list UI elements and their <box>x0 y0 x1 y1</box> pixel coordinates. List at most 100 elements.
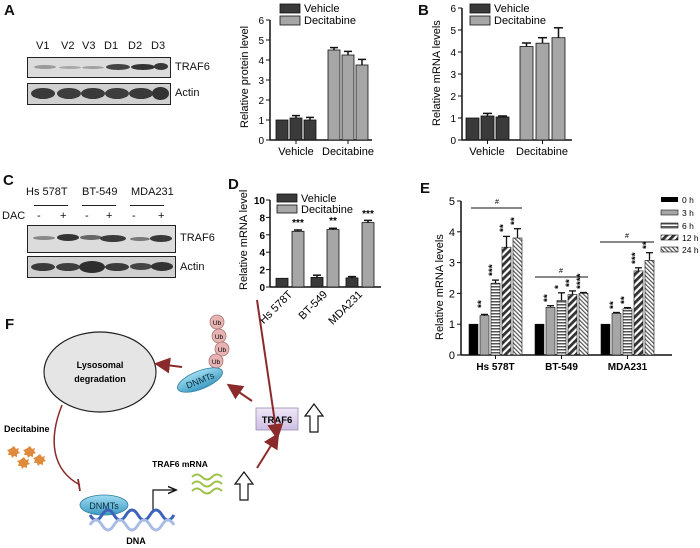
cell-line-label: BT-549 <box>82 186 118 198</box>
group-underline <box>82 205 116 206</box>
svg-text:8: 8 <box>259 213 265 224</box>
lane-label: V2 <box>61 40 75 52</box>
decitabine-molecules <box>7 446 46 469</box>
svg-text:TRAF6 mRNA: TRAF6 mRNA <box>152 459 208 469</box>
svg-text:12 h: 12 h <box>682 233 699 243</box>
panel-label-d: D <box>228 176 239 193</box>
svg-text:**: ** <box>609 301 620 309</box>
svg-text:**: ** <box>510 217 521 225</box>
svg-text:3 h: 3 h <box>682 208 694 218</box>
chart-d-relative-mrna: Vehicle Decitabine 0 2 4 6 8 10 Relative… <box>238 190 381 325</box>
dnmts-ubiquitinated: DNMTs <box>177 367 223 393</box>
svg-text:**: ** <box>499 224 510 232</box>
ubiquitin-chain: Ub Ub Ub Ub <box>208 314 230 369</box>
svg-text:3: 3 <box>449 258 455 270</box>
treatment-sign: - <box>132 210 136 222</box>
panel-label-f: F <box>5 316 15 333</box>
svg-text:Ub: Ub <box>218 347 227 354</box>
dna-helix-icon <box>88 508 176 532</box>
svg-text:**: ** <box>620 296 631 304</box>
svg-text:4: 4 <box>449 227 455 239</box>
svg-text:4: 4 <box>259 248 265 259</box>
lane-label: D1 <box>104 40 119 52</box>
svg-text:Relative mRNA levels: Relative mRNA levels <box>238 190 250 290</box>
svg-text:Lysosomal: Lysosomal <box>77 360 124 370</box>
svg-text:MDA231: MDA231 <box>608 362 648 373</box>
svg-text:6: 6 <box>450 4 456 15</box>
svg-text:TRAF6: TRAF6 <box>262 415 293 426</box>
svg-text:Decitabine: Decitabine <box>301 204 353 216</box>
svg-text:4: 4 <box>258 56 264 67</box>
group-underline <box>130 205 164 206</box>
lysosome-ellipse <box>43 331 157 413</box>
svg-text:**: ** <box>477 300 488 308</box>
svg-text:****: **** <box>576 273 587 289</box>
svg-text:Ub: Ub <box>213 320 222 327</box>
svg-text:Vehicle: Vehicle <box>469 146 504 158</box>
treatment-sign: + <box>106 210 113 222</box>
svg-text:**: ** <box>329 216 337 227</box>
lane-label: D3 <box>151 40 166 52</box>
svg-text:10: 10 <box>254 196 266 207</box>
panel-label-e: E <box>420 180 431 197</box>
lane-label: V3 <box>82 40 96 52</box>
svg-text:6: 6 <box>259 231 265 242</box>
western-blot-actin-c <box>27 256 176 278</box>
svg-text:2: 2 <box>258 96 264 107</box>
up-arrow-icon <box>303 403 325 433</box>
svg-text:*: * <box>554 285 565 289</box>
svg-text:1: 1 <box>450 114 456 125</box>
svg-text:Decitabine: Decitabine <box>516 146 568 158</box>
svg-text:BT-549: BT-549 <box>545 362 578 373</box>
svg-text:#: # <box>559 268 563 275</box>
panel-label-c: C <box>3 172 14 189</box>
svg-text:Hs 578T: Hs 578T <box>476 362 514 373</box>
svg-text:**: ** <box>565 279 576 287</box>
legend-decitabine: Decitabine <box>304 15 356 27</box>
svg-text:1: 1 <box>449 319 455 331</box>
up-arrow-icon <box>233 471 255 501</box>
svg-text:***: *** <box>488 264 499 276</box>
blot-row-label: TRAF6 <box>175 61 210 73</box>
svg-text:24 h: 24 h <box>682 245 699 255</box>
treatment-label: DAC <box>2 210 26 222</box>
svg-text:5: 5 <box>258 36 264 47</box>
svg-text:Decitabine: Decitabine <box>4 424 50 434</box>
svg-text:0: 0 <box>450 136 456 147</box>
chart-b-relative-mrna: Vehicle Decitabine 0 1 2 3 4 5 6 Relativ… <box>431 3 572 158</box>
svg-text:#: # <box>495 199 499 206</box>
svg-text:Relative protein level: Relative protein level <box>239 26 251 128</box>
svg-text:4: 4 <box>450 48 456 59</box>
treatment-sign: - <box>85 210 89 222</box>
svg-text:degradation: degradation <box>74 374 126 384</box>
svg-text:#: # <box>625 233 629 240</box>
svg-text:***: *** <box>631 252 642 264</box>
svg-text:0: 0 <box>259 283 265 294</box>
svg-text:Vehicle: Vehicle <box>494 3 529 15</box>
mechanism-diagram: Lysosomal degradation Ub Ub Ub Ub DNMTs … <box>4 300 325 546</box>
blot-row-label: Actin <box>175 87 200 99</box>
svg-text:0: 0 <box>449 350 455 362</box>
svg-text:Relative mRNA levels: Relative mRNA levels <box>431 20 443 126</box>
svg-text:**: ** <box>543 294 554 302</box>
mrna-wave-icon <box>191 473 223 495</box>
treatment-sign: + <box>60 210 67 222</box>
treatment-sign: + <box>158 210 165 222</box>
svg-text:1: 1 <box>258 116 264 127</box>
treatment-sign: - <box>37 210 41 222</box>
svg-text:Ub: Ub <box>212 359 221 366</box>
panel-label-b: B <box>418 2 429 19</box>
svg-text:Relative mRNA levels: Relative mRNA levels <box>434 234 446 340</box>
chart-e-time-course: 0 1 2 3 4 5 Relative mRNA levels ** *** … <box>434 195 699 373</box>
svg-text:6 h: 6 h <box>682 221 694 231</box>
blot-row-label: Actin <box>180 261 205 273</box>
svg-text:2: 2 <box>449 288 455 300</box>
svg-text:***: *** <box>362 209 374 220</box>
legend-e: 0 h 3 h 6 h 12 h 24 h <box>660 195 699 255</box>
svg-text:Decitabine: Decitabine <box>494 15 546 27</box>
svg-text:5: 5 <box>450 26 456 37</box>
cell-line-label: Hs 578T <box>26 186 68 198</box>
svg-text:2: 2 <box>450 92 456 103</box>
svg-text:Ub: Ub <box>215 334 224 341</box>
svg-text:3: 3 <box>450 70 456 81</box>
